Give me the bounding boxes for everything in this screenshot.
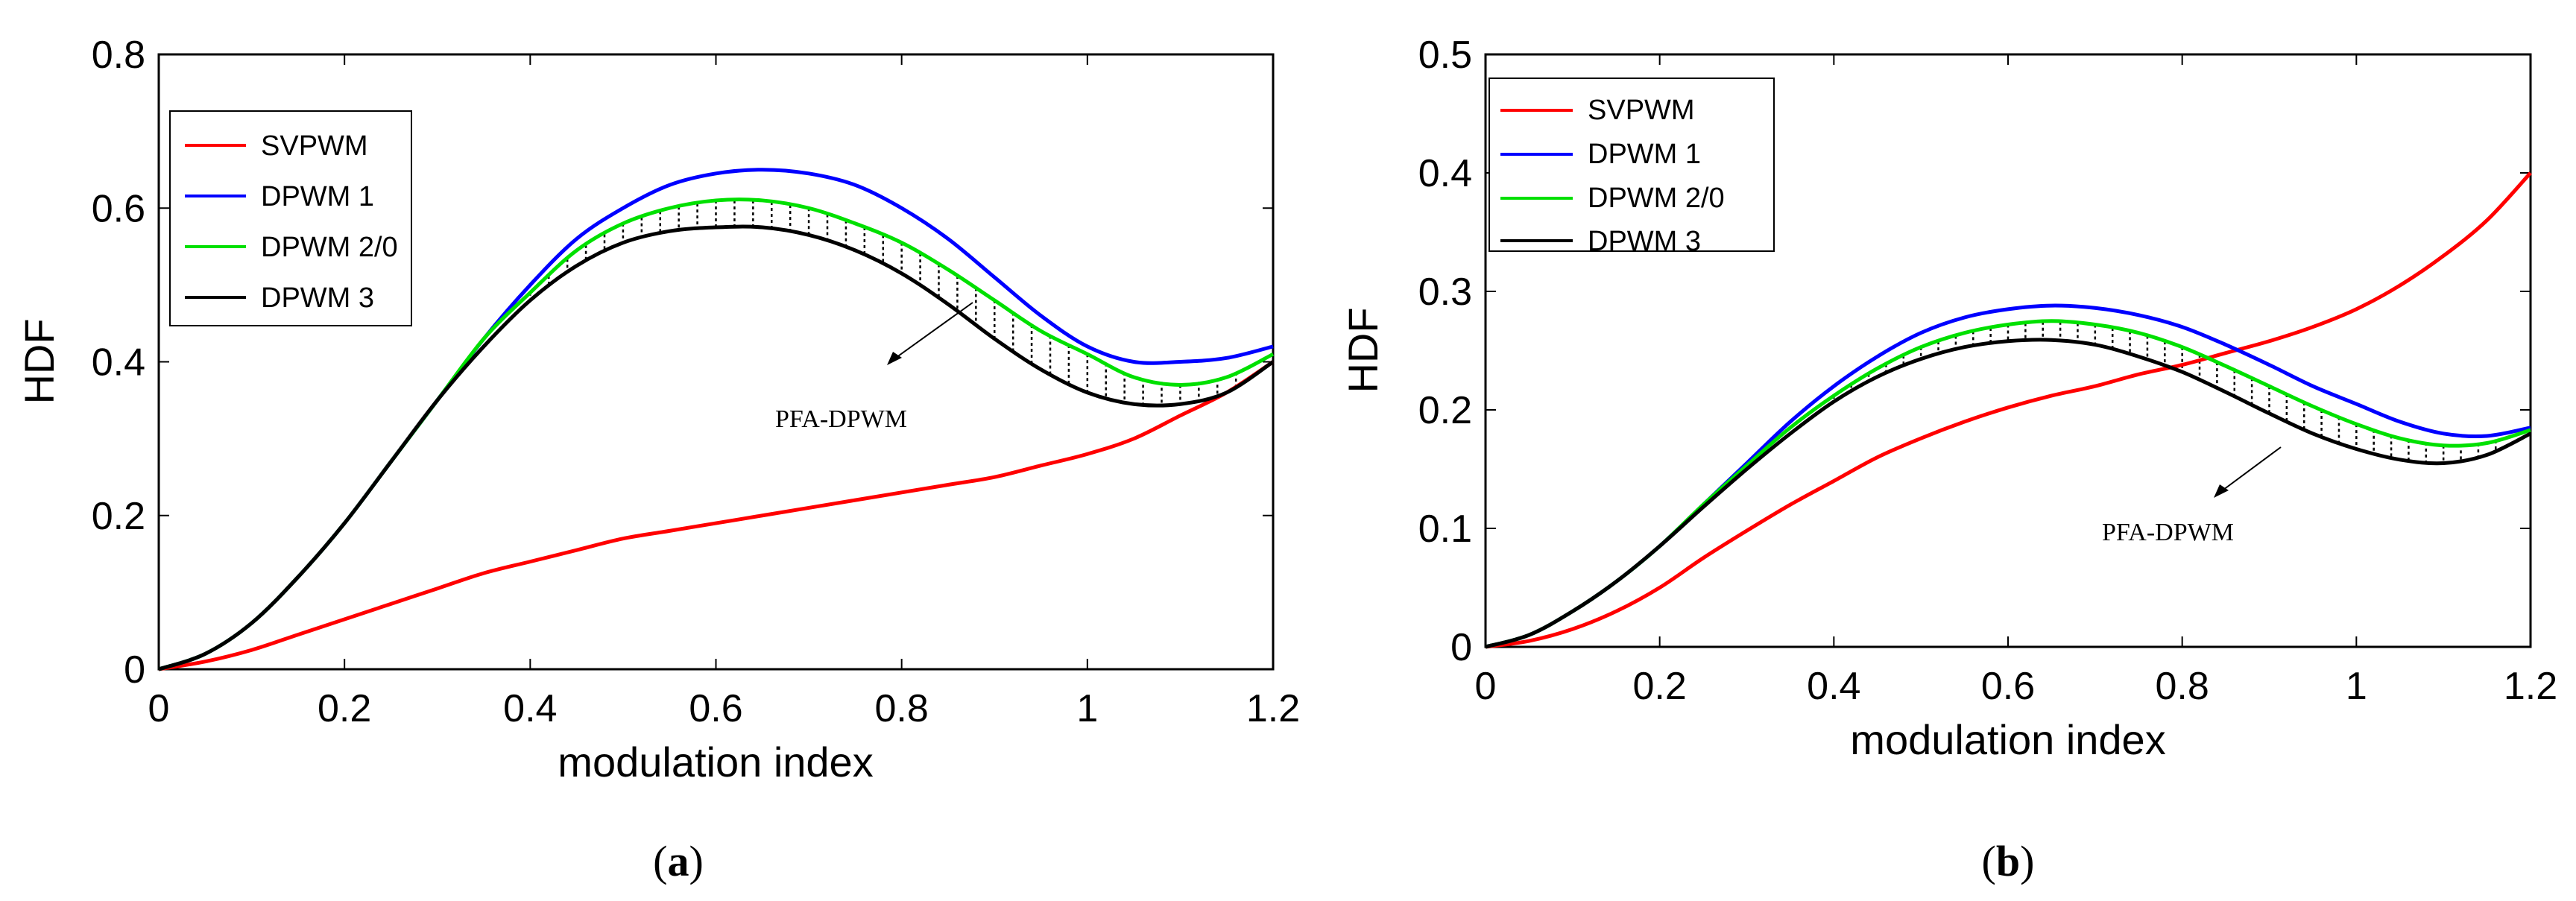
- legend-label-svpwm-a: SVPWM: [261, 130, 368, 162]
- legend-label-dpwm1-b: DPWM 1: [1588, 139, 1701, 170]
- annotation-arrowhead-a: [887, 352, 902, 365]
- panel-b: HDF modulation index 0 0.2 0.4 0.6 0.8 1 1.200…: [1339, 34, 2557, 763]
- y-tick-label-b: 0.5: [1418, 34, 1472, 77]
- y-tick-label-b: 0: [1450, 626, 1472, 669]
- caption-close-paren-a: ): [689, 837, 704, 885]
- y-axis-title-a: HDF: [16, 318, 63, 404]
- caption-b: (b): [1982, 837, 2035, 885]
- x-tick-label-b: 0.2: [1633, 665, 1687, 708]
- x-axis-title-b: modulation index: [1850, 716, 2165, 763]
- svg-text:(a): (a): [653, 837, 704, 885]
- caption-a: (a): [653, 837, 704, 885]
- ticks-a: 0 0.2 0.4 0.6 0.8 1 1.2 0 0.2 0.4 0.6 0.8: [92, 34, 1300, 730]
- annotation-a: PFA-DPWM: [775, 302, 973, 433]
- series-group-b: [1485, 171, 2532, 649]
- legend-label-dpwm1-a: DPWM 1: [261, 181, 374, 212]
- y-tick-label-b: 0.2: [1418, 389, 1472, 432]
- x-tick-label-b: 0.8: [2156, 665, 2209, 708]
- caption-open-paren-a: (: [653, 837, 667, 885]
- legend-box-b: [1489, 78, 1775, 252]
- annotation-arrow-b: [2217, 446, 2282, 495]
- x-tick-label-a: 0.8: [875, 687, 929, 730]
- x-tick-label-a: 0.2: [318, 687, 371, 730]
- y-tick-label-b: 0.3: [1418, 271, 1472, 314]
- series-group-a: [158, 168, 1275, 671]
- x-tick-label-b: 1: [2346, 665, 2367, 708]
- svg-text:(b): (b): [1982, 837, 2035, 885]
- x-tick-label-a: 1.2: [1246, 687, 1300, 730]
- shaded-region-b: [1833, 321, 2497, 464]
- x-tick-label-b: 0.4: [1807, 665, 1860, 708]
- x-tick-label-a: 0.6: [689, 687, 742, 730]
- annotation-text-b: PFA-DPWM: [2102, 519, 2234, 546]
- panel-a: HDF modulation index 0 0.2 0.4 0.6 0.8 1 1.200…: [16, 34, 1300, 785]
- x-tick-label-b: 0: [1475, 665, 1497, 708]
- y-tick-label-b: 0.4: [1418, 152, 1472, 195]
- y-tick-label-b: 0.1: [1418, 508, 1472, 551]
- legend-label-svpwm-b: SVPWM: [1588, 95, 1695, 126]
- y-tick-label-a: 0.2: [92, 495, 145, 538]
- legend-a: SVPWM DPWM 1 DPWM 2/0 DPWM 3: [169, 110, 412, 326]
- y-tick-label-a: 0.6: [92, 187, 145, 230]
- series-line-svpwm-b: [1485, 171, 2532, 649]
- x-tick-label-b: 1.2: [2504, 665, 2557, 708]
- legend-b: SVPWM DPWM 1 DPWM 2/0 DPWM 3: [1489, 78, 1775, 257]
- caption-label-a: a: [668, 837, 689, 885]
- ticks-b: 0 0.2 0.4 0.6 0.8 1 1.2 0 0.1 0.2 0.3 0.4 0.5: [1418, 34, 2557, 708]
- caption-close-paren-b: ): [2020, 837, 2034, 885]
- x-tick-label-a: 0: [148, 687, 170, 730]
- legend-label-dpwm3-b: DPWM 3: [1588, 226, 1701, 257]
- y-tick-label-a: 0.8: [92, 34, 145, 77]
- annotation-arrowhead-b: [2214, 484, 2229, 498]
- caption-label-b: b: [1996, 837, 2020, 885]
- x-tick-label-a: 1: [1076, 687, 1098, 730]
- annotation-b: PFA-DPWM: [2102, 446, 2282, 546]
- y-tick-label-a: 0.4: [92, 341, 145, 385]
- legend-label-dpwm20-b: DPWM 2/0: [1588, 183, 1725, 214]
- legend-label-dpwm20-a: DPWM 2/0: [261, 232, 398, 263]
- caption-open-paren-b: (: [1982, 837, 1996, 885]
- series-line-svpwm-a: [158, 360, 1275, 671]
- legend-label-dpwm3-a: DPWM 3: [261, 282, 374, 314]
- x-axis-title-a: modulation index: [558, 739, 873, 785]
- annotation-text-a: PFA-DPWM: [775, 405, 907, 433]
- annotation-arrow-a: [890, 302, 973, 362]
- y-tick-label-a: 0: [124, 648, 145, 692]
- x-tick-label-b: 0.6: [1981, 665, 2035, 708]
- series-line-dpwm-3-a: [158, 224, 1275, 671]
- y-axis-title-b: HDF: [1339, 307, 1386, 393]
- series-line-dpwm-3-b: [1485, 338, 2532, 649]
- x-tick-label-a: 0.4: [503, 687, 557, 730]
